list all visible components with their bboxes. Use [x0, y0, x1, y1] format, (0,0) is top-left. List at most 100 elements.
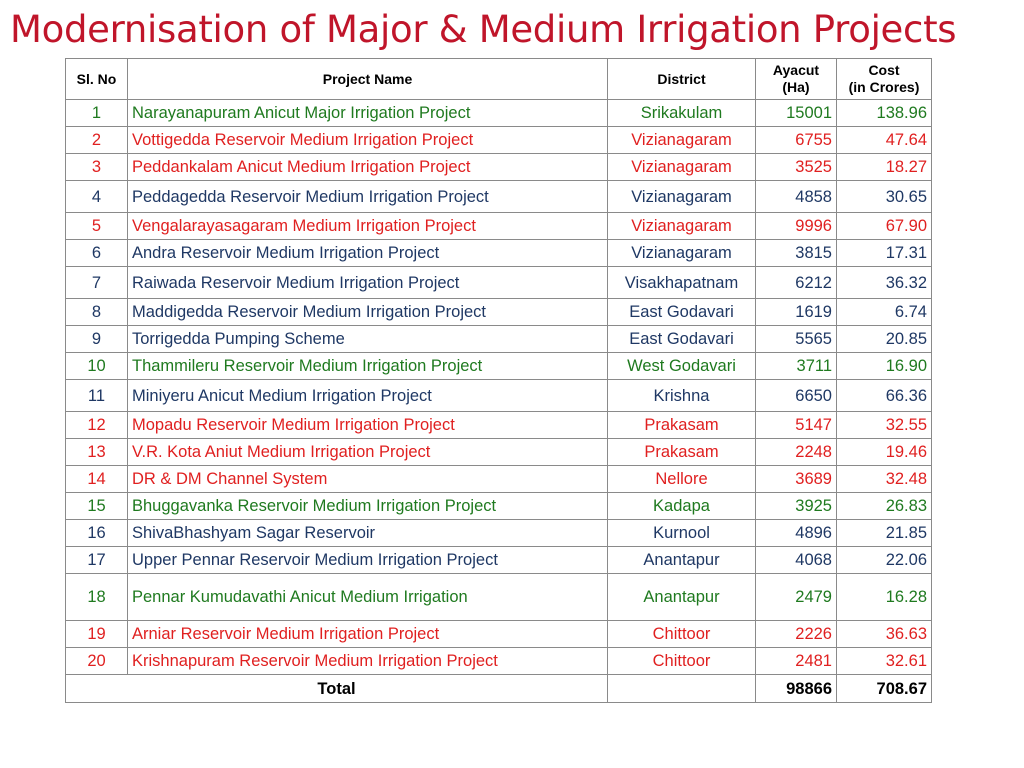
row-district: East Godavari: [607, 298, 756, 326]
row-cost: 16.90: [836, 352, 932, 380]
row-district: West Godavari: [607, 352, 756, 380]
row-district: Vizianagaram: [607, 153, 756, 181]
table-row: 15 Bhuggavanka Reservoir Medium Irrigatio…: [65, 492, 932, 520]
header-sl-no: Sl. No: [65, 58, 128, 100]
header-project-name: Project Name: [127, 58, 608, 100]
row-project-name: Mopadu Reservoir Medium Irrigation Proje…: [127, 411, 608, 439]
row-project-name: Peddankalam Anicut Medium Irrigation Pro…: [127, 153, 608, 181]
table-row: 3 Peddankalam Anicut Medium Irrigation Pr…: [65, 153, 932, 181]
total-label: Total: [65, 674, 608, 703]
row-project-name: Andra Reservoir Medium Irrigation Projec…: [127, 239, 608, 267]
header-ayacut-line1: Ayacut: [772, 62, 820, 78]
table-row: 16 ShivaBhashyam Sagar Reservoir Kurnool 48…: [65, 519, 932, 547]
row-cost: 18.27: [836, 153, 932, 181]
row-project-name: Narayanapuram Anicut Major Irrigation Pr…: [127, 99, 608, 127]
row-district: Kadapa: [607, 492, 756, 520]
row-project-name: Krishnapuram Reservoir Medium Irrigation…: [127, 647, 608, 675]
header-district: District: [607, 58, 756, 100]
table-row: 7 Raiwada Reservoir Medium Irrigation Pro…: [65, 266, 932, 299]
row-cost: 22.06: [836, 546, 932, 574]
total-district-empty: [607, 674, 756, 703]
row-district: Vizianagaram: [607, 239, 756, 267]
row-sl-no: 13: [65, 438, 128, 466]
row-cost: 32.48: [836, 465, 932, 493]
row-project-name: Miniyeru Anicut Medium Irrigation Projec…: [127, 379, 608, 412]
row-sl-no: 15: [65, 492, 128, 520]
row-ayacut: 4068: [755, 546, 837, 574]
row-project-name: Maddigedda Reservoir Medium Irrigation P…: [127, 298, 608, 326]
table-row: 5 Vengalarayasagaram Medium Irrigation Pr…: [65, 212, 932, 240]
row-project-name: Torrigedda Pumping Scheme: [127, 325, 608, 353]
table-row: 20 Krishnapuram Reservoir Medium Irrigati…: [65, 647, 932, 675]
header-cost-line2: (in Crores): [848, 79, 920, 95]
row-cost: 32.55: [836, 411, 932, 439]
table-body: 1 Narayanapuram Anicut Major Irrigation P…: [65, 99, 932, 675]
row-ayacut: 4858: [755, 180, 837, 213]
row-cost: 21.85: [836, 519, 932, 547]
row-district: Vizianagaram: [607, 180, 756, 213]
row-district: Srikakulam: [607, 99, 756, 127]
row-ayacut: 15001: [755, 99, 837, 127]
row-district: Chittoor: [607, 620, 756, 648]
row-cost: 138.96: [836, 99, 932, 127]
row-district: Kurnool: [607, 519, 756, 547]
row-sl-no: 14: [65, 465, 128, 493]
row-ayacut: 5147: [755, 411, 837, 439]
total-ayacut: 98866: [755, 674, 837, 703]
row-ayacut: 3925: [755, 492, 837, 520]
row-ayacut: 3525: [755, 153, 837, 181]
row-ayacut: 2479: [755, 573, 837, 621]
header-ayacut: Ayacut (Ha): [755, 58, 837, 100]
row-project-name: Peddagedda Reservoir Medium Irrigation P…: [127, 180, 608, 213]
row-district: Chittoor: [607, 647, 756, 675]
row-project-name: Bhuggavanka Reservoir Medium Irrigation …: [127, 492, 608, 520]
table-row: 9 Torrigedda Pumping Scheme East Godavari 5…: [65, 325, 932, 353]
row-sl-no: 2: [65, 126, 128, 154]
row-sl-no: 5: [65, 212, 128, 240]
table-row: 1 Narayanapuram Anicut Major Irrigation P…: [65, 99, 932, 127]
row-sl-no: 11: [65, 379, 128, 412]
row-ayacut: 2226: [755, 620, 837, 648]
header-ayacut-line2: (Ha): [782, 79, 810, 95]
table-row: 10 Thammileru Reservoir Medium Irrigation…: [65, 352, 932, 380]
projects-table: Sl. No Project Name District Ayacut (Ha)…: [65, 58, 932, 703]
row-sl-no: 7: [65, 266, 128, 299]
row-project-name: Arniar Reservoir Medium Irrigation Proje…: [127, 620, 608, 648]
row-ayacut: 4896: [755, 519, 837, 547]
row-sl-no: 8: [65, 298, 128, 326]
table-row: 19 Arniar Reservoir Medium Irrigation Pro…: [65, 620, 932, 648]
row-district: Nellore: [607, 465, 756, 493]
row-ayacut: 6212: [755, 266, 837, 299]
row-project-name: Vottigedda Reservoir Medium Irrigation P…: [127, 126, 608, 154]
header-cost: Cost (in Crores): [836, 58, 932, 100]
row-cost: 36.63: [836, 620, 932, 648]
row-district: Vizianagaram: [607, 126, 756, 154]
row-district: Visakhapatnam: [607, 266, 756, 299]
row-ayacut: 3689: [755, 465, 837, 493]
row-sl-no: 4: [65, 180, 128, 213]
row-cost: 17.31: [836, 239, 932, 267]
row-sl-no: 19: [65, 620, 128, 648]
table-row: 2 Vottigedda Reservoir Medium Irrigation …: [65, 126, 932, 154]
row-ayacut: 2481: [755, 647, 837, 675]
row-ayacut: 3815: [755, 239, 837, 267]
row-ayacut: 2248: [755, 438, 837, 466]
row-ayacut: 9996: [755, 212, 837, 240]
row-ayacut: 5565: [755, 325, 837, 353]
row-project-name: ShivaBhashyam Sagar Reservoir: [127, 519, 608, 547]
row-sl-no: 12: [65, 411, 128, 439]
row-project-name: V.R. Kota Aniut Medium Irrigation Projec…: [127, 438, 608, 466]
row-ayacut: 6650: [755, 379, 837, 412]
row-cost: 36.32: [836, 266, 932, 299]
row-sl-no: 3: [65, 153, 128, 181]
page-title: Modernisation of Major & Medium Irrigati…: [10, 8, 957, 51]
row-district: Vizianagaram: [607, 212, 756, 240]
table-row: 4 Peddagedda Reservoir Medium Irrigation …: [65, 180, 932, 213]
header-cost-line1: Cost: [868, 62, 900, 78]
table-row: 12 Mopadu Reservoir Medium Irrigation Pro…: [65, 411, 932, 439]
row-project-name: Pennar Kumudavathi Anicut Medium Irrigat…: [127, 573, 608, 621]
row-cost: 47.64: [836, 126, 932, 154]
table-row: 14 DR & DM Channel System Nellore 3689 32.48: [65, 465, 932, 493]
row-project-name: Upper Pennar Reservoir Medium Irrigation…: [127, 546, 608, 574]
row-sl-no: 6: [65, 239, 128, 267]
